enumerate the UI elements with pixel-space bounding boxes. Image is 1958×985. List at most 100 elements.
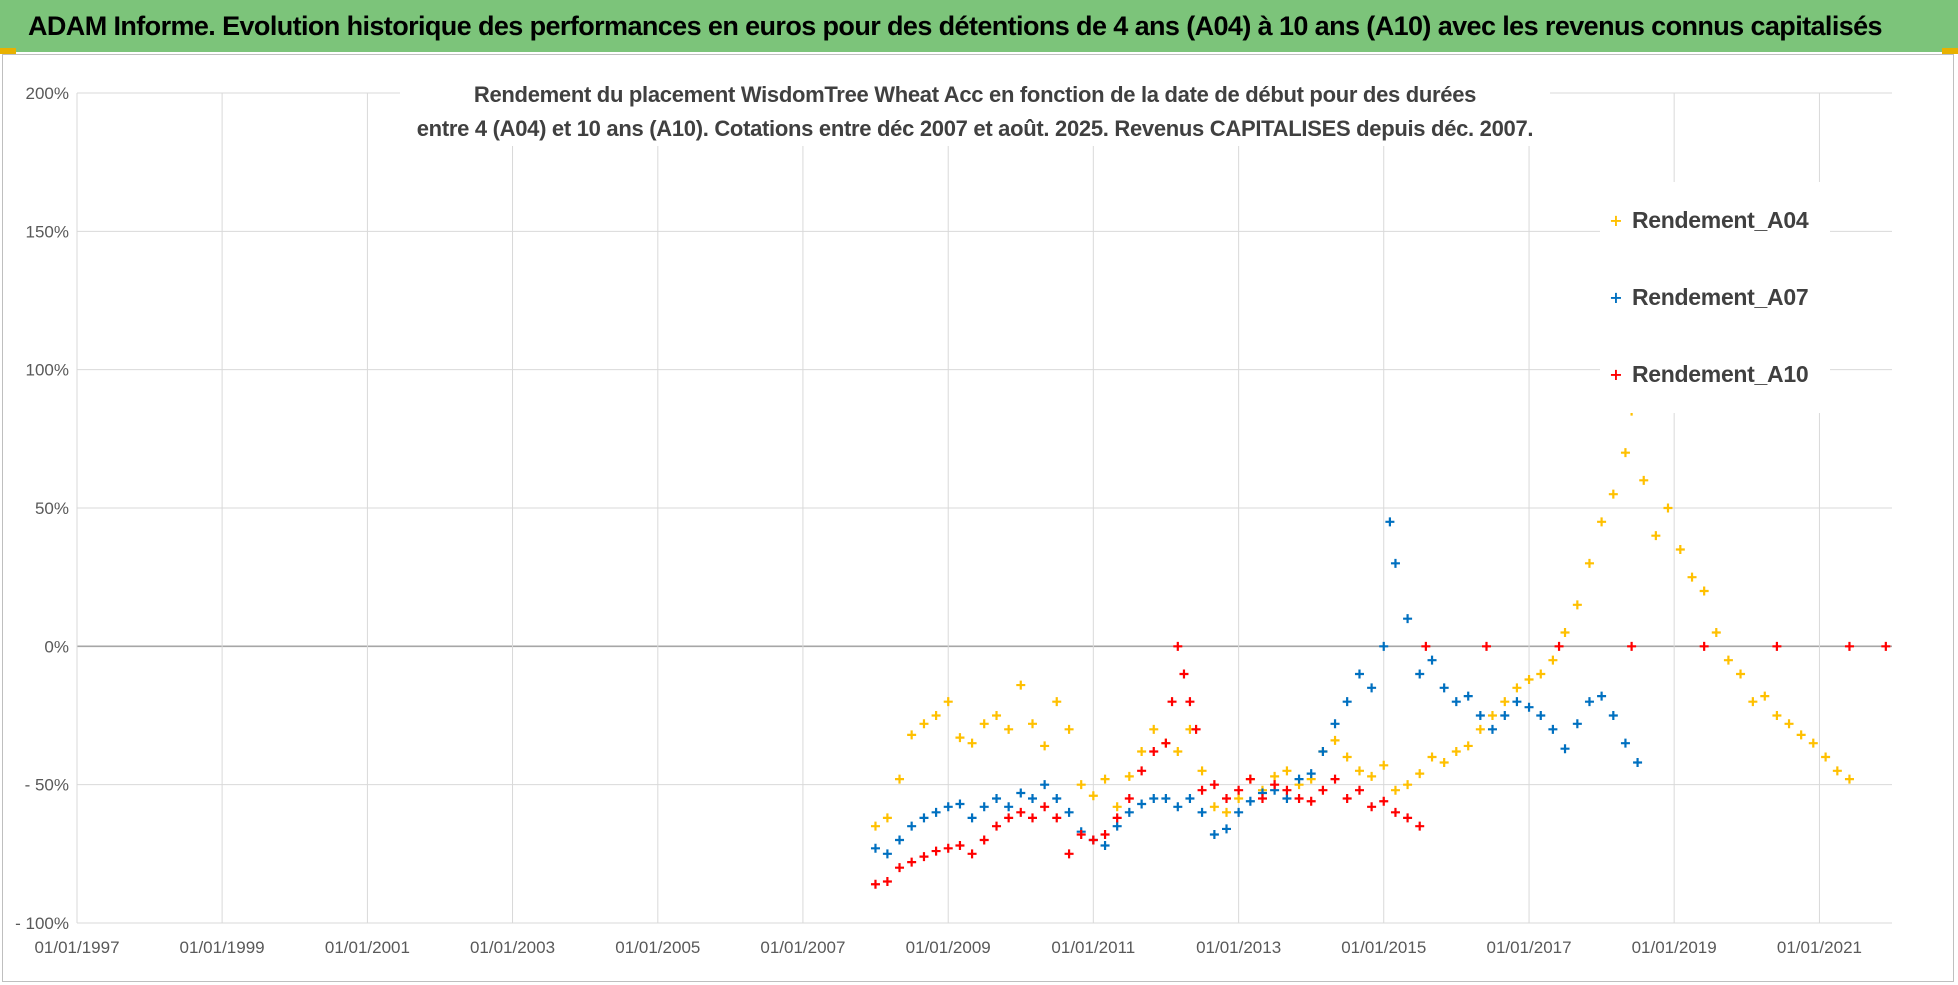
data-point (895, 863, 905, 873)
data-point (1197, 785, 1207, 795)
data-point (1354, 766, 1364, 776)
data-point (1234, 807, 1244, 817)
data-point (1004, 813, 1014, 823)
data-point (1699, 641, 1709, 651)
data-point (1197, 766, 1207, 776)
data-point (895, 835, 905, 845)
data-point (1808, 738, 1818, 748)
data-point (955, 841, 965, 851)
data-point (1088, 835, 1098, 845)
series-rendement-a10 (870, 641, 1891, 889)
data-point (955, 799, 965, 809)
data-point (979, 719, 989, 729)
legend-marker-a04: + (1609, 211, 1623, 230)
legend-marker-a10: + (1609, 365, 1623, 384)
data-point (1620, 738, 1630, 748)
data-point (1149, 794, 1159, 803)
data-point (943, 843, 953, 853)
data-point (1100, 829, 1110, 839)
data-point (1844, 774, 1854, 784)
x-tick-label: 01/01/2009 (906, 938, 991, 957)
data-point (1234, 794, 1244, 803)
data-point (1306, 769, 1316, 779)
data-point (1088, 791, 1098, 801)
data-point (919, 813, 929, 823)
data-point (1209, 802, 1219, 812)
data-point (1173, 746, 1183, 756)
data-point (1137, 799, 1147, 809)
data-point (1451, 697, 1461, 707)
data-point (1675, 545, 1685, 554)
data-point (1234, 785, 1244, 795)
data-point (1318, 746, 1328, 756)
legend: + Rendement_A04 + Rendement_A07 + Rendem… (1600, 182, 1830, 413)
data-point (1608, 489, 1618, 499)
data-point (1439, 683, 1449, 693)
data-point (1245, 774, 1255, 784)
data-point (1052, 697, 1062, 707)
data-point (1100, 841, 1110, 851)
chart-title: Rendement du placement WisdomTree Wheat … (400, 78, 1550, 146)
banner-title: ADAM Informe. Evolution historique des p… (28, 10, 1883, 41)
x-tick-label: 01/01/1997 (34, 938, 119, 957)
x-tick-label: 01/01/2001 (325, 938, 410, 957)
data-point (1663, 503, 1673, 513)
data-point (1487, 724, 1497, 734)
data-point (1415, 769, 1425, 779)
legend-marker-a07: + (1609, 288, 1623, 307)
data-point (931, 807, 941, 817)
y-axis-ticks: 200% 150% 100% 50% 0% - 50% - 100% (15, 84, 69, 933)
data-point (1052, 794, 1062, 803)
data-point (1796, 730, 1806, 740)
y-tick-label: 200% (26, 84, 69, 103)
data-point (943, 802, 953, 812)
data-point (1651, 531, 1661, 541)
data-point (1711, 628, 1721, 637)
data-point (1185, 794, 1195, 803)
data-point (870, 821, 880, 831)
data-point (1379, 760, 1389, 770)
data-point (1004, 724, 1014, 734)
data-point (1451, 746, 1461, 756)
data-point (1415, 821, 1425, 831)
legend-label-a07: Rendement_A07 (1632, 284, 1809, 310)
legend-label-a04: Rendement_A04 (1632, 207, 1809, 233)
x-tick-label: 01/01/2007 (760, 938, 845, 957)
data-point (1463, 741, 1473, 751)
data-point (1760, 691, 1770, 701)
data-point (1572, 719, 1582, 729)
legend-item-a10: + Rendement_A10 (1600, 336, 1830, 413)
data-point (1560, 628, 1570, 637)
data-point (1112, 802, 1122, 812)
data-point (1633, 758, 1643, 768)
data-point (1379, 641, 1389, 651)
data-point (1064, 724, 1074, 734)
data-point (907, 857, 917, 867)
data-point (979, 835, 989, 845)
data-point (1475, 711, 1485, 720)
data-point (1270, 771, 1280, 781)
header-banner: ADAM Informe. Evolution historique des p… (0, 0, 1958, 52)
data-point (1137, 746, 1147, 756)
data-point (1608, 711, 1618, 720)
data-point (1772, 711, 1782, 720)
data-point (1821, 752, 1831, 762)
data-point (1421, 641, 1431, 651)
data-point (1487, 711, 1497, 720)
data-point (931, 846, 941, 856)
data-point (907, 821, 917, 831)
legend-label-a10: Rendement_A10 (1632, 361, 1809, 387)
data-point (1112, 821, 1122, 831)
data-point (1390, 807, 1400, 817)
data-point (1040, 741, 1050, 751)
data-point (895, 774, 905, 784)
y-tick-label: 150% (26, 222, 69, 241)
data-point (919, 852, 929, 862)
x-tick-label: 01/01/2013 (1196, 938, 1281, 957)
x-tick-label: 01/01/1999 (180, 938, 265, 957)
y-tick-label: 100% (26, 361, 69, 380)
data-point (870, 843, 880, 853)
data-point (1342, 752, 1352, 762)
data-point (1282, 785, 1292, 795)
data-point (1294, 794, 1304, 803)
